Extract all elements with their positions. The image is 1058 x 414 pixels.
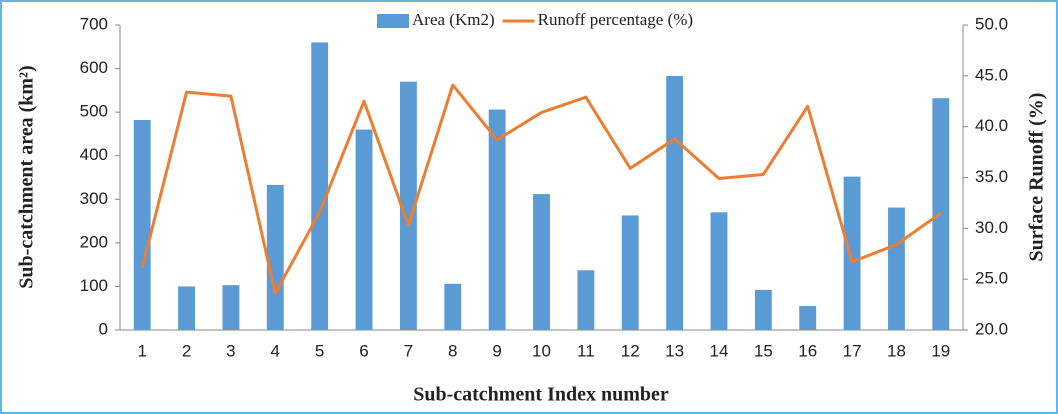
y-tick-label: 700 bbox=[80, 14, 108, 33]
bar bbox=[399, 81, 417, 331]
bar bbox=[266, 184, 284, 330]
x-tick-label: 9 bbox=[492, 341, 501, 360]
y-tick-label: 300 bbox=[80, 189, 108, 208]
legend-label: Runoff percentage (%) bbox=[538, 10, 693, 29]
line bbox=[140, 83, 942, 295]
x-tick-label: 18 bbox=[887, 341, 906, 360]
bar bbox=[488, 109, 506, 331]
bar bbox=[843, 176, 861, 330]
bar bbox=[444, 283, 462, 330]
x-tick-label: 16 bbox=[798, 341, 817, 360]
y-tick-label: 100 bbox=[80, 276, 108, 295]
bar bbox=[178, 286, 195, 330]
x-axis-title: Sub-catchment Index number bbox=[413, 384, 669, 406]
x-tick-label: 19 bbox=[931, 341, 950, 360]
x-tick-label: 8 bbox=[448, 341, 457, 360]
x-tick-label: 17 bbox=[843, 341, 862, 360]
bar bbox=[133, 119, 151, 330]
y2-tick-label: 50.0 bbox=[975, 14, 1008, 33]
x-tick-label: 15 bbox=[754, 341, 773, 360]
x-tick-label: 4 bbox=[271, 341, 280, 360]
y2-axis-title: Surface Runoff (%) bbox=[1026, 93, 1048, 262]
y-tick-label: 400 bbox=[80, 145, 108, 164]
y2-tick-label: 35.0 bbox=[975, 167, 1008, 186]
bar bbox=[222, 285, 240, 330]
y-tick-label: 200 bbox=[80, 232, 108, 251]
y-tick-label: 600 bbox=[80, 58, 108, 77]
y-axis-title: Sub-catchment area (km²) bbox=[16, 65, 38, 288]
y2-tick-label: 25.0 bbox=[975, 269, 1008, 288]
y2-tick-label: 40.0 bbox=[975, 116, 1008, 135]
bar bbox=[799, 306, 817, 330]
x-tick-label: 7 bbox=[404, 341, 413, 360]
bar bbox=[577, 270, 595, 330]
x-tick-label: 6 bbox=[359, 341, 368, 360]
bar bbox=[710, 212, 728, 330]
x-tick-label: 1 bbox=[137, 341, 146, 360]
bar bbox=[754, 289, 772, 330]
bar bbox=[621, 215, 639, 330]
y-tick-label: 0 bbox=[99, 319, 108, 338]
bar bbox=[355, 129, 373, 330]
legend-label: Area (Km2) bbox=[412, 10, 495, 29]
bar bbox=[533, 194, 550, 330]
y-tick-label: 500 bbox=[80, 102, 108, 121]
bar bbox=[888, 207, 905, 330]
x-tick-label: 2 bbox=[182, 341, 191, 360]
x-tick-label: 5 bbox=[315, 341, 324, 360]
y2-tick-label: 45.0 bbox=[975, 65, 1008, 84]
bar bbox=[311, 42, 329, 331]
y2-tick-label: 30.0 bbox=[975, 218, 1008, 237]
y2-tick-label: 20.0 bbox=[975, 319, 1008, 338]
bar bbox=[666, 75, 684, 330]
x-tick-label: 3 bbox=[226, 341, 235, 360]
legend-swatch bbox=[377, 14, 409, 28]
x-tick-label: 11 bbox=[577, 341, 595, 360]
x-tick-label: 12 bbox=[621, 341, 640, 360]
x-tick-label: 10 bbox=[532, 341, 551, 360]
x-tick-label: 13 bbox=[665, 341, 684, 360]
x-tick-label: 14 bbox=[710, 341, 729, 360]
